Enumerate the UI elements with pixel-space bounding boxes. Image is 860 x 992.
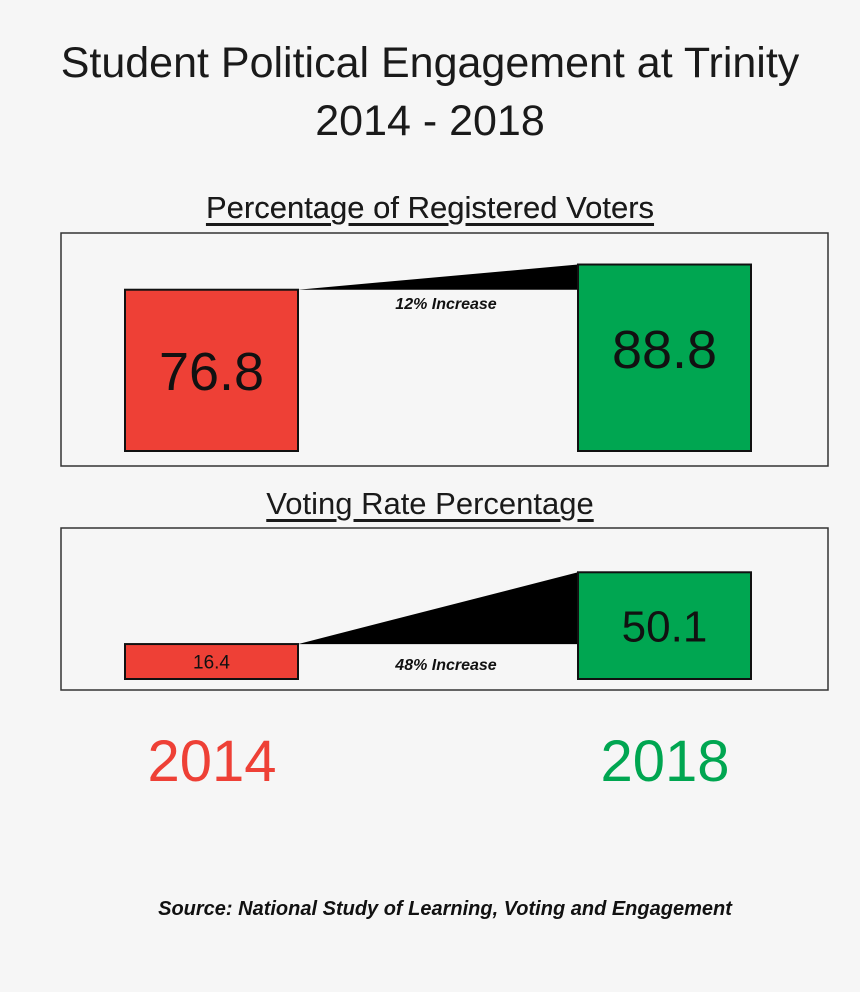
panel2-label-2018: 50.1 — [622, 602, 708, 651]
panel2-label-2014: 16.4 — [193, 652, 230, 673]
panel1-label-2014: 76.8 — [159, 342, 264, 402]
year-label-2018: 2018 — [600, 729, 730, 794]
panel1-annotation: 12% Increase — [395, 296, 497, 313]
panel2-annotation: 48% Increase — [394, 657, 497, 674]
panel2-title: Voting Rate Percentage — [266, 486, 594, 521]
panel2-increase-wedge — [298, 572, 578, 645]
panel1-bar-2014 — [124, 288, 299, 452]
panel1-bar-2018 — [577, 263, 752, 452]
panel1-label-2018: 88.8 — [612, 320, 717, 380]
year-label-2014: 2014 — [147, 729, 277, 794]
source-note: Source: National Study of Learning, Voti… — [158, 898, 732, 920]
panel2-bar-2018 — [577, 571, 752, 680]
panel2-bar-2014 — [124, 643, 299, 680]
panel1-title: Percentage of Registered Voters — [205, 190, 655, 225]
panel1-increase-wedge — [298, 264, 578, 290]
chart-title-line2: 2014 - 2018 — [315, 97, 545, 145]
chart-title-line1: Student Political Engagement at Trinity — [60, 39, 800, 87]
panel1-title: Percentage of Registered Voters — [205, 190, 655, 225]
